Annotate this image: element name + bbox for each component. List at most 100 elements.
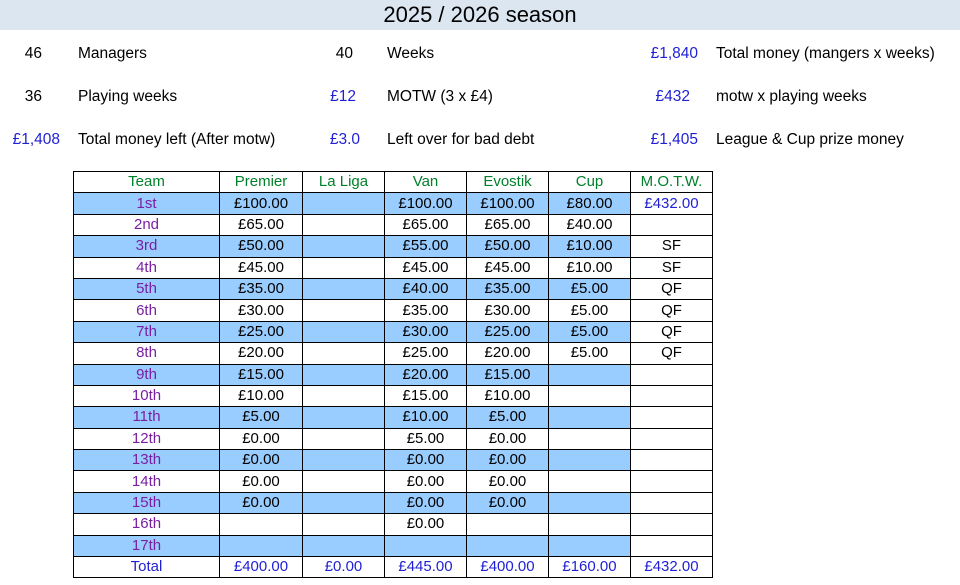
table-row: 16th £0.00 <box>73 513 713 536</box>
cell-van: £5.00 <box>384 427 467 451</box>
cell-premier: £30.00 <box>219 299 303 322</box>
cell-team: 14th <box>73 470 220 493</box>
cell-motw <box>630 449 713 472</box>
motw-label: MOTW (3 x £4) <box>387 88 493 105</box>
cell-laliga <box>302 406 385 429</box>
cell-van: £35.00 <box>384 299 467 322</box>
left-over-label: Left over for bad debt <box>387 131 535 148</box>
cell-evostik: £25.00 <box>466 320 549 344</box>
header-van: Van <box>384 170 467 194</box>
cell-laliga <box>302 192 385 215</box>
table-header-row: Team Premier La Liga Van Evostik Cup M.O… <box>73 170 713 194</box>
cell-laliga <box>302 363 385 386</box>
cell-cup <box>548 470 631 493</box>
cell-motw <box>630 427 713 451</box>
cell-cup <box>548 513 631 536</box>
total-cup: £160.00 <box>548 556 631 579</box>
cell-premier: £0.00 <box>219 470 303 493</box>
cell-laliga <box>302 384 385 408</box>
cell-premier: £65.00 <box>219 213 303 237</box>
table-row: 4th £45.00 £45.00 £45.00 £10.00 SF <box>73 256 713 279</box>
cell-cup: £5.00 <box>548 342 631 365</box>
cell-evostik: £35.00 <box>466 277 549 301</box>
cell-laliga <box>302 534 385 558</box>
cell-evostik: £0.00 <box>466 427 549 451</box>
cell-laliga <box>302 213 385 237</box>
cell-van: £0.00 <box>384 449 467 472</box>
cell-team: 15th <box>73 491 220 515</box>
cell-team: 10th <box>73 384 220 408</box>
cell-evostik <box>466 534 549 558</box>
cell-evostik: £100.00 <box>466 192 549 215</box>
cell-motw: £432.00 <box>630 192 713 215</box>
weeks-value: 40 <box>335 45 353 62</box>
cell-van: £40.00 <box>384 277 467 301</box>
prize-money-table: Team Premier La Liga Van Evostik Cup M.O… <box>73 170 713 579</box>
managers-label: Managers <box>78 45 147 62</box>
total-motw: £432.00 <box>630 556 713 579</box>
cell-team: 2nd <box>73 213 220 237</box>
cell-motw: QF <box>630 320 713 344</box>
motw-total-value: £432 <box>655 88 690 105</box>
cell-evostik: £5.00 <box>466 406 549 429</box>
cell-motw <box>630 406 713 429</box>
cell-laliga <box>302 470 385 493</box>
cell-motw: QF <box>630 342 713 365</box>
total-row: Total £400.00 £0.00 £445.00 £400.00 £160.00 £4… <box>73 556 713 579</box>
header-evostik: Evostik <box>466 170 549 194</box>
season-title: 2025 / 2026 season <box>0 0 960 30</box>
table-row: 9th £15.00 £20.00 £15.00 <box>73 363 713 386</box>
cell-laliga <box>302 513 385 536</box>
total-evostik: £400.00 <box>466 556 549 579</box>
table-row: 11th £5.00 £10.00 £5.00 <box>73 406 713 429</box>
cell-van: £55.00 <box>384 235 467 258</box>
cell-laliga <box>302 427 385 451</box>
cell-motw <box>630 363 713 386</box>
cell-van: £15.00 <box>384 384 467 408</box>
cell-cup <box>548 427 631 451</box>
cell-cup: £5.00 <box>548 299 631 322</box>
cell-premier: £50.00 <box>219 235 303 258</box>
header-motw: M.O.T.W. <box>630 170 713 194</box>
cell-cup <box>548 491 631 515</box>
cell-evostik: £15.00 <box>466 363 549 386</box>
cell-laliga <box>302 299 385 322</box>
cell-evostik: £0.00 <box>466 449 549 472</box>
cell-premier: £5.00 <box>219 406 303 429</box>
money-left-label: Total money left (After motw) <box>78 131 276 148</box>
table-row: 6th £30.00 £35.00 £30.00 £5.00 QF <box>73 299 713 322</box>
cell-motw <box>630 470 713 493</box>
table-row: 5th £35.00 £40.00 £35.00 £5.00 QF <box>73 277 713 301</box>
cell-team: 4th <box>73 256 220 279</box>
cell-cup: £10.00 <box>548 235 631 258</box>
cell-cup <box>548 406 631 429</box>
cell-cup: £5.00 <box>548 320 631 344</box>
cell-van: £0.00 <box>384 470 467 493</box>
cell-laliga <box>302 320 385 344</box>
cell-premier: £20.00 <box>219 342 303 365</box>
cell-van: £100.00 <box>384 192 467 215</box>
cell-laliga <box>302 277 385 301</box>
table-row: 1st £100.00 £100.00 £100.00 £80.00 £432.00 <box>73 192 713 215</box>
table-row: 2nd £65.00 £65.00 £65.00 £40.00 <box>73 213 713 237</box>
cell-van: £25.00 <box>384 342 467 365</box>
cell-cup <box>548 449 631 472</box>
cell-team: 11th <box>73 406 220 429</box>
header-team: Team <box>73 170 220 194</box>
cell-premier: £10.00 <box>219 384 303 408</box>
league-cup-value: £1,405 <box>650 131 698 148</box>
total-laliga: £0.00 <box>302 556 385 579</box>
cell-motw: QF <box>630 299 713 322</box>
cell-premier: £35.00 <box>219 277 303 301</box>
cell-cup <box>548 534 631 558</box>
money-left-value: £1,408 <box>12 131 60 148</box>
total-van: £445.00 <box>384 556 467 579</box>
cell-team: 12th <box>73 427 220 451</box>
table-row: 13th £0.00 £0.00 £0.00 <box>73 449 713 472</box>
table-row: 3rd £50.00 £55.00 £50.00 £10.00 SF <box>73 235 713 258</box>
cell-evostik: £0.00 <box>466 470 549 493</box>
cell-evostik: £0.00 <box>466 491 549 515</box>
left-over-value: £3.0 <box>329 131 360 148</box>
cell-premier: £0.00 <box>219 491 303 515</box>
table-row: 14th £0.00 £0.00 £0.00 <box>73 470 713 493</box>
